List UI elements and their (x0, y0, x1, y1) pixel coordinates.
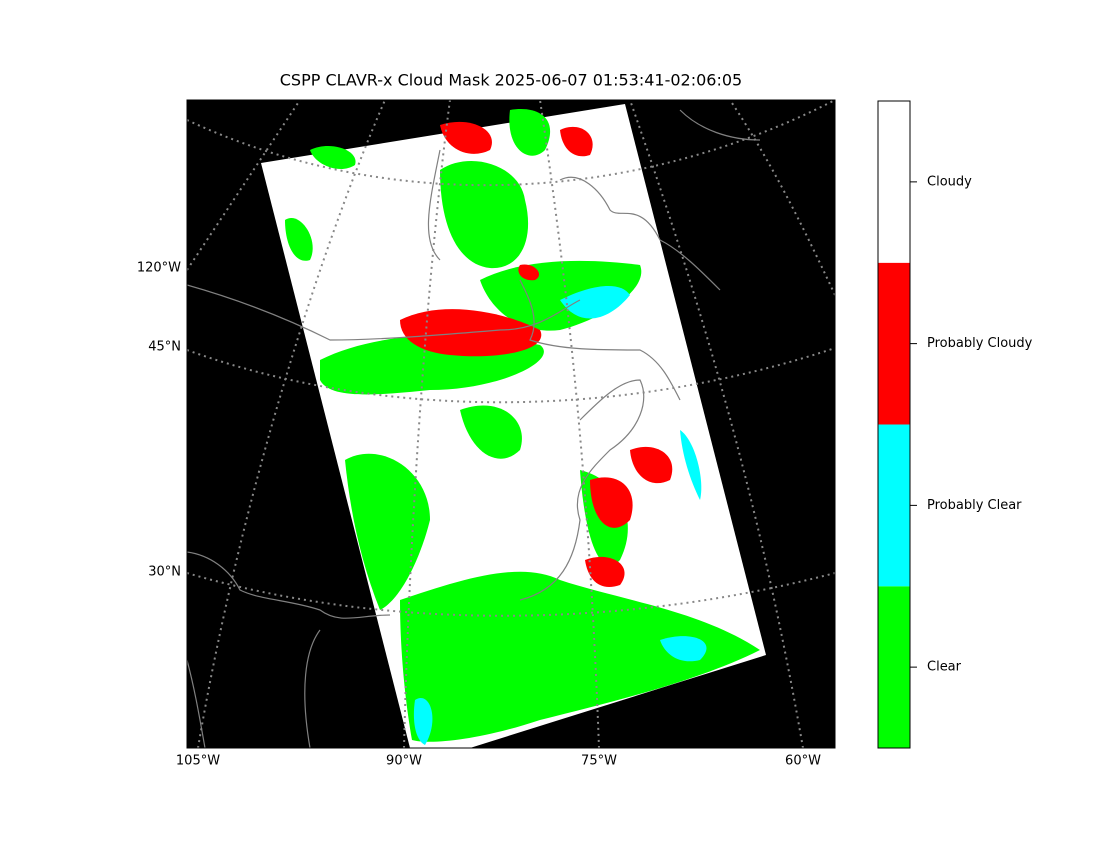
longitude-label: 90°W (386, 754, 422, 769)
colorbar-segment (878, 424, 910, 587)
colorbar-segment (878, 262, 910, 425)
longitude-label: 60°W (785, 754, 821, 769)
map-frame (186, 99, 836, 749)
colorbar-segment (878, 101, 910, 263)
map-title: CSPP CLAVR-x Cloud Mask 2025-06-07 01:53… (280, 71, 742, 90)
colorbar-label: Cloudy (927, 174, 972, 189)
longitude-labels: 105°W 90°W 75°W 60°W (176, 754, 821, 769)
probably-clear-areas (413, 285, 707, 745)
latitude-label: 30°N (148, 565, 181, 580)
colorbar: Clear Probably Clear Probably Cloudy Cloudy (877, 100, 1033, 749)
latitude-label: 120°W (137, 261, 181, 276)
colorbar-label: Clear (927, 660, 962, 675)
longitude-label: 105°W (176, 754, 220, 769)
colorbar-frame (877, 100, 911, 749)
colorbar-segment (878, 586, 910, 748)
colorbar-label: Probably Clear (927, 498, 1022, 513)
latitude-label: 45°N (148, 340, 181, 355)
graticule (187, 100, 835, 748)
coastlines (187, 109, 761, 748)
longitude-label: 75°W (581, 754, 617, 769)
colorbar-label: Probably Cloudy (927, 336, 1033, 351)
latitude-labels: 120°W 45°N 30°N (137, 261, 181, 580)
map-panel (186, 99, 836, 749)
